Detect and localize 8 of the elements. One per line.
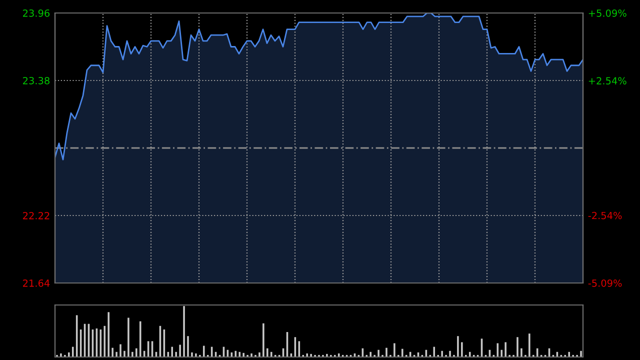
y-tick-label: 22.22: [23, 212, 50, 220]
y-tick-label: 23.38: [23, 76, 50, 84]
y2-tick-label: +2.54%: [588, 77, 626, 84]
y2-tick-label: +5.09%: [588, 9, 626, 17]
y-tick-label: 21.64: [23, 279, 50, 287]
y2-tick-label: -2.54%: [588, 212, 622, 220]
y2-tick-label: -5.09%: [588, 279, 622, 287]
y-tick-label: 23.96: [23, 9, 50, 17]
